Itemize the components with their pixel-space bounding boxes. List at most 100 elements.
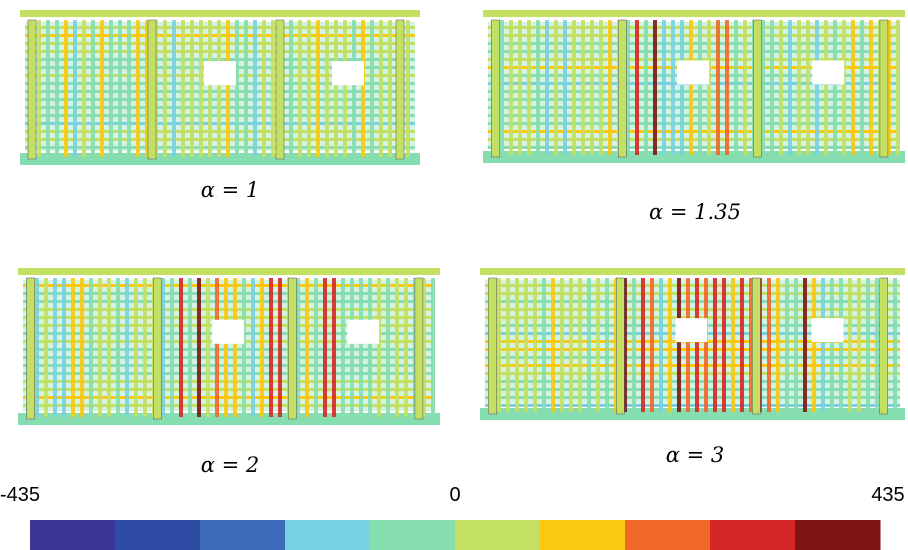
- rebar-v: [134, 278, 138, 417]
- rebar-v: [118, 20, 122, 157]
- rebar-v: [857, 278, 861, 412]
- rebar-v: [767, 278, 771, 412]
- opening: [204, 61, 236, 85]
- rebar-v: [170, 278, 174, 417]
- rebar-v: [235, 20, 239, 157]
- rebar-v: [848, 278, 852, 412]
- rebar-h: [488, 42, 900, 45]
- rebar-h: [485, 300, 900, 303]
- color-swatch: [115, 520, 201, 550]
- caption: α = 2: [201, 453, 260, 477]
- rebar-h: [488, 50, 900, 53]
- rebar-v: [644, 20, 648, 155]
- structure-panel: [483, 10, 905, 163]
- rebar-v: [406, 20, 410, 157]
- slab: [20, 10, 420, 17]
- rebar-h: [23, 396, 435, 399]
- rebar-v: [794, 278, 798, 412]
- rebar-v: [341, 278, 345, 417]
- rebar-h: [23, 364, 435, 367]
- rebar-v: [695, 278, 699, 412]
- rebar-v: [734, 20, 738, 155]
- rebar-v: [815, 20, 819, 155]
- rebar-h: [23, 380, 435, 383]
- rebar-v: [731, 278, 735, 412]
- rebar-v: [650, 278, 654, 412]
- rebar-v: [608, 20, 612, 155]
- rebar-h: [485, 308, 900, 311]
- rebar-v: [770, 20, 774, 155]
- rebar-v: [116, 278, 120, 417]
- rebar-h: [485, 356, 900, 359]
- structure-panel: [480, 268, 905, 420]
- rebar-v: [788, 20, 792, 155]
- rebar-v: [641, 278, 645, 412]
- rebar-v: [716, 20, 720, 155]
- rebar-v: [722, 278, 726, 412]
- rebar-v: [659, 278, 663, 412]
- rebar-v: [127, 20, 131, 157]
- rebar-v: [334, 20, 338, 157]
- rebar-v: [44, 278, 48, 417]
- rebar-v: [725, 20, 729, 155]
- rebar-v: [824, 20, 828, 155]
- rebar-h: [488, 130, 900, 133]
- rebar-v: [554, 20, 558, 155]
- rebar-v: [596, 278, 600, 412]
- rebar-v: [626, 20, 630, 155]
- rebar-v: [244, 20, 248, 157]
- rebar-v: [251, 278, 255, 417]
- rebar-v: [316, 20, 320, 157]
- wall: [23, 280, 435, 411]
- rebar-v: [226, 20, 230, 157]
- rebar-h: [485, 404, 900, 407]
- rebar-v: [343, 20, 347, 157]
- rebar-v: [587, 278, 591, 412]
- color-swatch: [285, 520, 371, 550]
- rebar-v: [80, 278, 84, 417]
- rebar-v: [581, 20, 585, 155]
- rebar-h: [488, 146, 900, 149]
- caption: α = 3: [666, 443, 725, 467]
- rebar-h: [488, 26, 900, 29]
- rebar-v: [812, 278, 816, 412]
- rebar-v: [851, 20, 855, 155]
- rebar-v: [500, 20, 504, 155]
- rebar-h: [488, 138, 900, 141]
- color-swatch: [455, 520, 541, 550]
- rebar-v: [797, 20, 801, 155]
- rebar-v: [860, 20, 864, 155]
- rebar-v: [893, 278, 897, 412]
- column: [753, 20, 761, 157]
- rebar-v: [821, 278, 825, 412]
- figure: α = 1 α = 1.35 α = 2 α = 3 -4350435: [0, 0, 908, 550]
- rebar-v: [46, 20, 50, 157]
- rebar-h: [23, 348, 435, 351]
- rebar-v: [524, 278, 528, 412]
- rebar-v: [307, 20, 311, 157]
- rebar-v: [563, 20, 567, 155]
- column: [288, 278, 296, 419]
- slab: [18, 268, 440, 275]
- rebar-v: [515, 278, 519, 412]
- rebar-v: [62, 278, 66, 417]
- rebar-v: [545, 20, 549, 155]
- structure-panel: [20, 10, 420, 165]
- rebar-h: [488, 106, 900, 109]
- rebar-h: [23, 308, 435, 311]
- rebar-h: [485, 348, 900, 351]
- rebar-h: [485, 388, 900, 391]
- rebar-h: [23, 404, 435, 407]
- opening: [212, 320, 244, 344]
- rebar-v: [314, 278, 318, 417]
- rebar-v: [743, 20, 747, 155]
- column: [616, 278, 624, 414]
- rebar-v: [35, 278, 39, 417]
- rebar-v: [199, 20, 203, 157]
- structure-panel: [18, 268, 440, 425]
- rebar-v: [680, 20, 684, 155]
- opening: [812, 318, 844, 342]
- rebar-v: [632, 278, 636, 412]
- rebar-v: [761, 20, 765, 155]
- column: [618, 20, 626, 157]
